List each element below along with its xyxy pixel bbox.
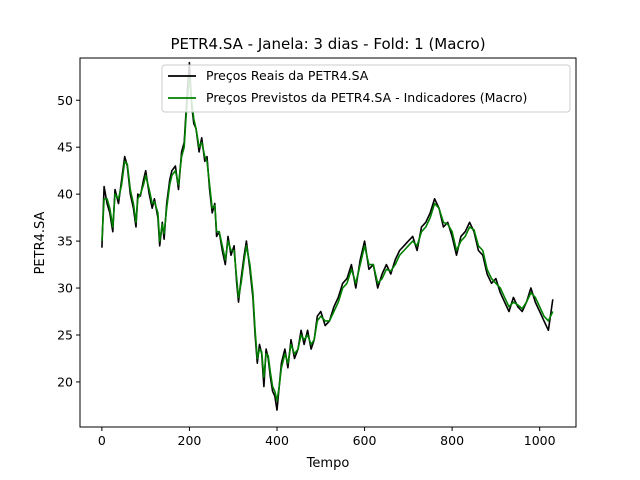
legend-box <box>161 64 571 113</box>
axes-frame <box>79 57 577 428</box>
legend: Preços Reais da PETR4.SA Preços Previsto… <box>161 64 571 113</box>
y-tick-label: 40 <box>57 187 73 202</box>
x-axis-ticks: 0 200 400 600 800 1000 <box>98 427 556 448</box>
x-tick-label: 400 <box>265 433 289 448</box>
y-tick-label: 35 <box>57 234 73 249</box>
x-tick-label: 800 <box>440 433 464 448</box>
chart-title: PETR4.SA - Janela: 3 dias - Fold: 1 (Mac… <box>170 35 485 53</box>
y-tick-label: 25 <box>57 327 73 342</box>
legend-label-real: Preços Reais da PETR4.SA <box>206 68 369 83</box>
x-tick-label: 200 <box>178 433 202 448</box>
series-layer <box>101 61 554 411</box>
y-tick-label: 20 <box>57 374 73 389</box>
y-tick-label: 45 <box>57 140 73 155</box>
x-tick-label: 0 <box>98 433 106 448</box>
legend-label-predicted: Preços Previstos da PETR4.SA - Indicador… <box>206 90 527 105</box>
y-tick-label: 50 <box>57 93 73 108</box>
x-axis-label: Tempo <box>306 456 350 471</box>
y-axis-label: PETR4.SA <box>33 211 48 274</box>
y-tick-label: 30 <box>57 281 73 296</box>
y-axis-ticks: 20 25 30 35 40 45 50 <box>57 93 80 389</box>
x-tick-label: 1000 <box>524 433 556 448</box>
x-tick-label: 600 <box>353 433 377 448</box>
plot-area <box>79 57 577 428</box>
series-line-predicted <box>101 76 554 402</box>
